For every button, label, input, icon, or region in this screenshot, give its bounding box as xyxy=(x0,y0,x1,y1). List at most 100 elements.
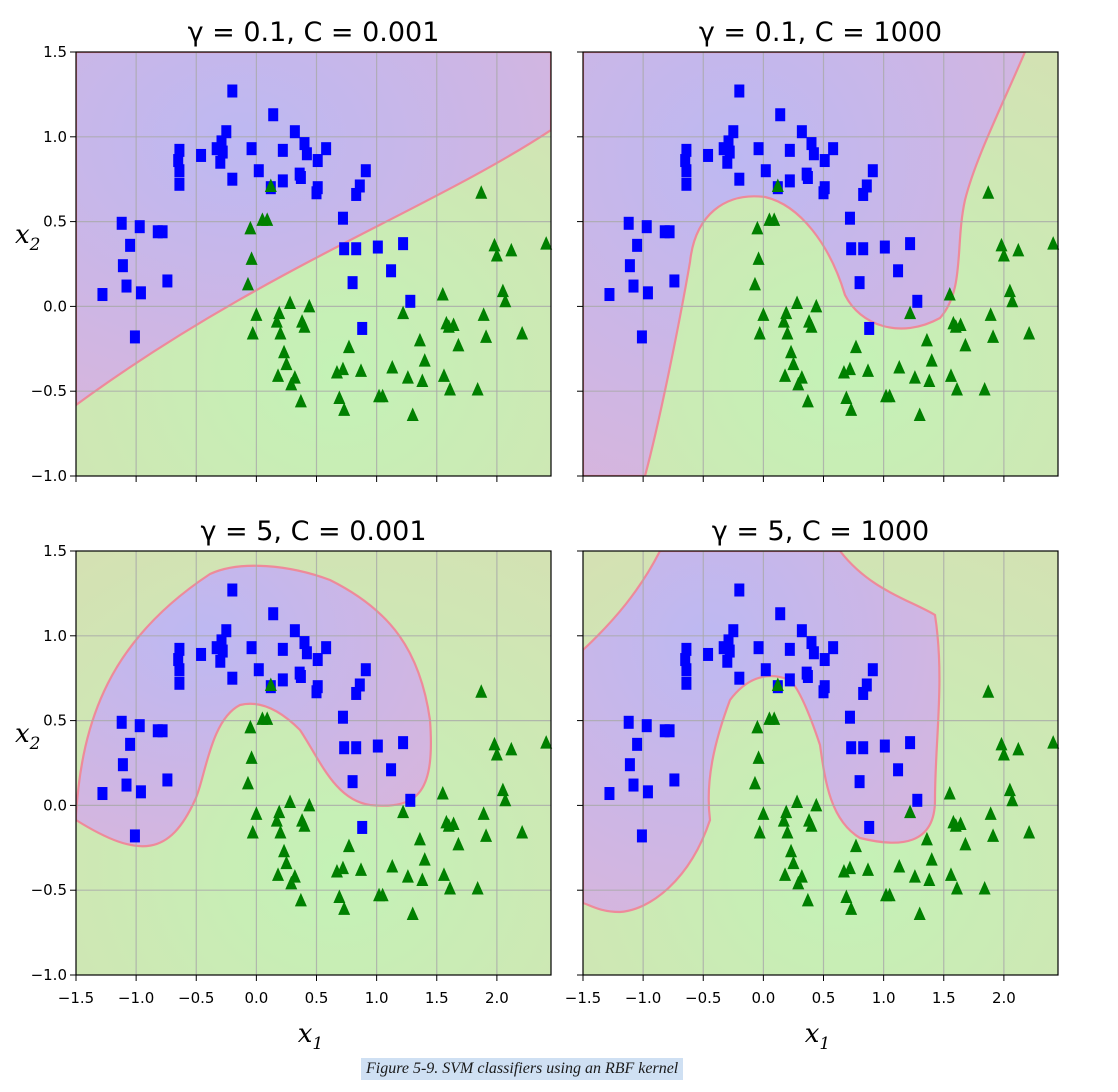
data-point-triangle xyxy=(768,212,781,226)
data-point-square xyxy=(760,164,771,178)
data-point-triangle xyxy=(883,887,896,902)
data-point-triangle xyxy=(336,361,349,376)
data-point-triangle xyxy=(987,828,1000,842)
data-point-triangle xyxy=(781,825,794,839)
data-point-square xyxy=(357,820,368,834)
axes-frame xyxy=(582,550,1059,976)
data-point-triangle xyxy=(376,388,389,403)
data-point-square xyxy=(628,279,639,293)
data-point-square xyxy=(360,663,371,677)
data-point-square xyxy=(174,676,185,690)
data-point-triangle xyxy=(1012,741,1025,756)
data-point-triangle xyxy=(781,326,794,340)
data-point-square xyxy=(623,715,634,729)
data-point-square xyxy=(846,741,857,755)
data-point-triangle xyxy=(1003,283,1016,298)
data-point-square xyxy=(806,137,817,151)
data-point-triangle xyxy=(499,792,512,807)
data-point-triangle xyxy=(241,276,254,291)
data-point-triangle xyxy=(995,736,1008,751)
data-point-square xyxy=(912,294,923,308)
data-point-square xyxy=(268,607,279,621)
data-point-triangle xyxy=(298,818,311,832)
data-point-triangle xyxy=(1003,782,1016,797)
data-point-triangle xyxy=(280,855,293,870)
data-point-square xyxy=(157,724,168,738)
data-point-square xyxy=(819,653,830,667)
data-point-square xyxy=(360,164,371,178)
data-point-square xyxy=(351,242,362,256)
data-point-square xyxy=(703,148,714,162)
data-point-square xyxy=(703,647,714,661)
data-point-square xyxy=(227,84,238,98)
data-point-square xyxy=(134,220,145,234)
y-axis-label: x2 xyxy=(15,220,41,255)
data-point-triangle xyxy=(849,339,862,354)
data-point-triangle xyxy=(843,860,856,875)
data-point-triangle xyxy=(342,838,355,853)
data-point-triangle xyxy=(959,337,972,352)
panel-3: −1.5 −1.0 −0.5 0.0 0.5 1.0 1.5 2.0 1.5 1.0 0.5 0.0 −… xyxy=(15,516,553,1054)
data-point-triangle xyxy=(294,892,307,907)
data-point-triangle xyxy=(748,775,761,790)
data-point-triangle xyxy=(791,295,804,310)
data-point-square xyxy=(351,187,362,201)
data-point-square xyxy=(405,294,416,308)
data-point-square xyxy=(669,773,680,787)
data-point-square xyxy=(174,642,185,656)
data-point-square xyxy=(337,211,348,225)
data-point-triangle xyxy=(386,359,399,374)
data-point-triangle xyxy=(443,881,456,895)
data-point-square xyxy=(173,653,184,667)
data-point-square xyxy=(681,642,692,656)
data-point-triangle xyxy=(752,750,765,764)
data-point-triangle xyxy=(471,382,484,396)
data-point-triangle xyxy=(810,298,823,313)
axes-frame xyxy=(582,51,1059,477)
x-tick-label: 2.0 xyxy=(992,989,1016,1007)
data-point-triangle xyxy=(488,736,501,751)
data-point-triangle xyxy=(475,684,488,698)
data-point-square xyxy=(724,145,735,159)
data-point-square xyxy=(372,739,383,753)
data-point-triangle xyxy=(753,825,766,839)
data-point-triangle xyxy=(261,212,274,226)
data-point-triangle xyxy=(436,287,449,301)
data-point-square xyxy=(196,647,207,661)
data-point-square xyxy=(905,237,916,251)
data-point-triangle xyxy=(355,862,367,876)
data-point-triangle xyxy=(845,402,858,416)
data-point-square xyxy=(867,164,878,178)
data-point-triangle xyxy=(284,794,297,809)
data-point-triangle xyxy=(751,220,764,235)
y-tick-label: 0.0 xyxy=(43,297,67,315)
data-point-square xyxy=(854,775,865,789)
axes-frame xyxy=(75,550,552,976)
data-point-triangle xyxy=(244,220,257,235)
data-point-triangle xyxy=(984,307,997,321)
data-point-square xyxy=(174,143,185,157)
data-point-triangle xyxy=(791,794,804,809)
y-tick-label: 1.0 xyxy=(43,627,67,645)
data-point-square xyxy=(893,264,904,278)
data-point-square xyxy=(135,785,146,799)
data-point-square xyxy=(337,710,348,724)
data-point-triangle xyxy=(436,786,449,800)
data-point-triangle xyxy=(490,747,503,761)
x-tick-label: 1.0 xyxy=(872,989,896,1007)
data-point-square xyxy=(861,678,872,692)
data-point-square xyxy=(405,793,416,807)
data-point-square xyxy=(351,686,362,700)
data-point-triangle xyxy=(1012,242,1025,257)
data-point-triangle xyxy=(787,855,800,870)
data-point-square xyxy=(723,634,734,648)
data-point-square xyxy=(117,758,128,772)
data-point-triangle xyxy=(982,185,995,199)
data-point-triangle xyxy=(908,370,921,384)
data-point-square xyxy=(722,155,733,169)
data-point-square xyxy=(357,321,368,335)
data-point-square xyxy=(905,736,916,750)
data-point-triangle xyxy=(997,747,1010,761)
data-point-square xyxy=(641,719,652,733)
data-point-square xyxy=(174,663,185,677)
